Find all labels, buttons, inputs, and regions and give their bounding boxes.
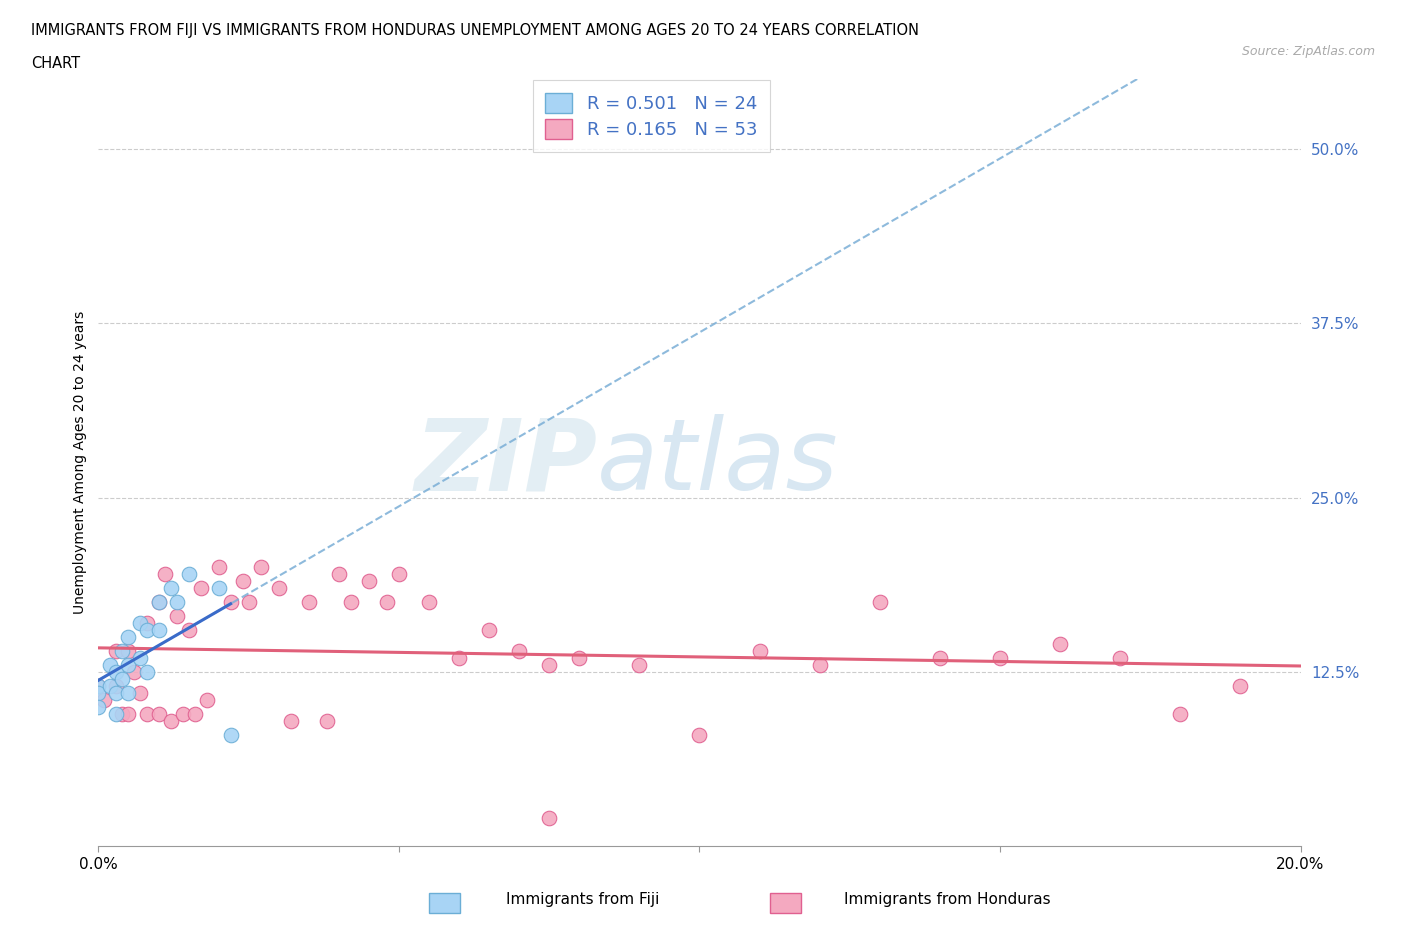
Point [190,580,212,596]
Point [105,679,128,694]
Point [929,651,952,666]
Point [148,595,170,610]
Point [538,658,561,672]
Point [1229,679,1251,694]
Point [748,644,770,658]
Point [105,644,128,658]
Point [478,623,501,638]
Point [195,692,218,708]
Point [87,679,110,694]
Point [135,707,157,722]
Point [172,707,194,722]
Point [135,665,157,680]
Point [1170,707,1192,722]
Point [808,658,831,672]
Point [105,707,128,722]
Point [447,651,470,666]
Point [117,630,139,644]
Point [267,580,290,596]
Point [153,567,176,582]
Point [117,707,139,722]
Point [177,623,200,638]
Text: Immigrants from Honduras: Immigrants from Honduras [844,892,1050,907]
Point [148,595,170,610]
Point [117,685,139,700]
Point [100,679,122,694]
Point [538,811,561,826]
Point [124,665,146,680]
Text: IMMIGRANTS FROM FIJI VS IMMIGRANTS FROM HONDURAS UNEMPLOYMENT AMONG AGES 20 TO 2: IMMIGRANTS FROM FIJI VS IMMIGRANTS FROM … [31,23,920,38]
Point [159,580,181,596]
Point [568,651,591,666]
Point [105,685,128,700]
Point [117,644,139,658]
Point [135,623,157,638]
Point [328,567,350,582]
Point [340,595,363,610]
Point [988,651,1011,666]
Point [129,616,152,631]
Point [100,658,122,672]
Point [208,560,231,575]
Text: ZIP: ZIP [415,414,598,512]
Point [418,595,440,610]
Point [148,623,170,638]
Point [129,651,152,666]
Point [357,574,380,589]
Point [166,609,188,624]
Point [298,595,321,610]
Point [111,707,134,722]
Text: Source: ZipAtlas.com: Source: ZipAtlas.com [1241,45,1375,58]
Point [87,699,110,714]
Point [219,727,242,742]
Point [111,671,134,686]
Text: Immigrants from Fiji: Immigrants from Fiji [506,892,659,907]
Point [129,685,152,700]
Point [111,644,134,658]
Point [177,567,200,582]
Point [87,685,110,700]
Point [1109,651,1132,666]
Point [280,713,302,728]
Point [117,658,139,672]
Point [166,595,188,610]
Point [232,574,254,589]
Point [105,665,128,680]
Point [388,567,411,582]
Point [219,595,242,610]
Point [135,616,157,631]
Point [208,580,231,596]
Text: CHART: CHART [31,56,80,71]
Y-axis label: Unemployment Among Ages 20 to 24 years: Unemployment Among Ages 20 to 24 years [73,311,87,615]
Point [1049,637,1071,652]
Point [375,595,398,610]
Point [628,658,651,672]
Point [249,560,271,575]
Point [87,679,110,694]
Legend: R = 0.501   N = 24, R = 0.165   N = 53: R = 0.501 N = 24, R = 0.165 N = 53 [533,80,770,152]
Point [315,713,337,728]
Point [238,595,260,610]
Text: atlas: atlas [598,414,839,512]
Point [148,707,170,722]
Point [688,727,710,742]
Point [159,713,181,728]
Point [508,644,530,658]
Point [93,692,115,708]
Point [869,595,891,610]
Point [183,707,205,722]
